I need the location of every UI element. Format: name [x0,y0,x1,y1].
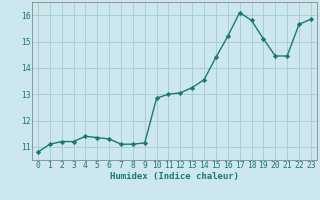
X-axis label: Humidex (Indice chaleur): Humidex (Indice chaleur) [110,172,239,181]
